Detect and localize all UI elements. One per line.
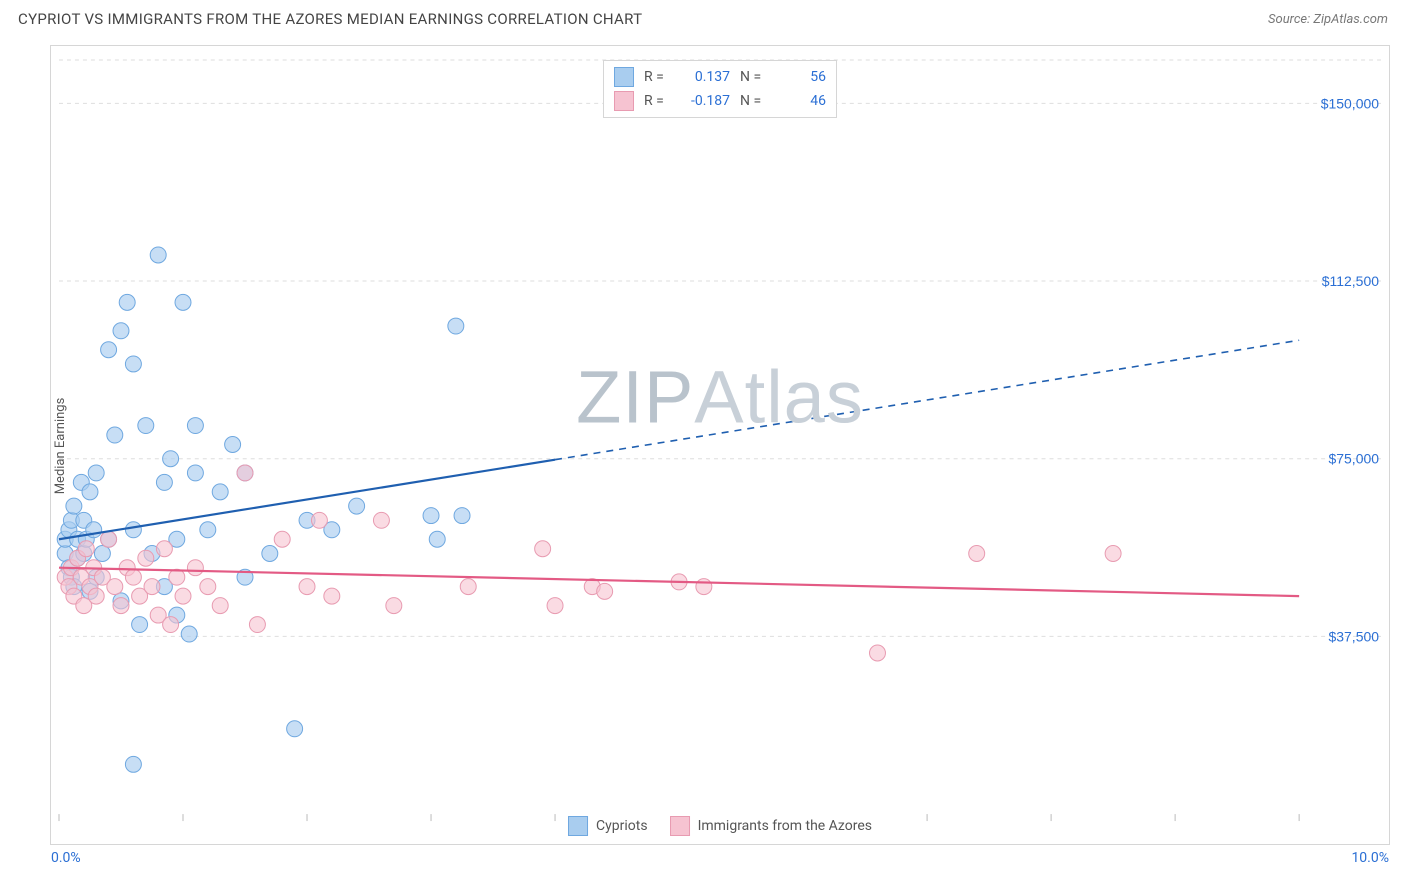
scatter-plot: $37,500 $75,000 $112,500 $150,000: [51, 46, 1389, 844]
stats-legend: R = 0.137 N = 56 R = -0.187 N = 46: [603, 60, 837, 118]
source-attribution: Source: ZipAtlas.com: [1268, 12, 1388, 27]
n-label: N =: [740, 69, 766, 85]
chart-container: $37,500$75,000$112,500$150,000 ZIPAtlas …: [50, 45, 1390, 845]
n-value-1: 56: [776, 69, 826, 85]
svg-text:$150,000: $150,000: [1321, 95, 1380, 111]
svg-text:$75,000: $75,000: [1328, 451, 1379, 467]
chart-title: CYPRIOT VS IMMIGRANTS FROM THE AZORES ME…: [18, 10, 642, 28]
series-legend: Cypriots Immigrants from the Azores: [562, 814, 878, 838]
swatch-series-1: [568, 816, 588, 836]
stats-row-series-2: R = -0.187 N = 46: [614, 89, 826, 113]
svg-text:$112,500: $112,500: [1322, 273, 1379, 289]
r-value-2: -0.187: [680, 93, 730, 109]
swatch-series-2: [670, 816, 690, 836]
r-value-1: 0.137: [680, 69, 730, 85]
legend-item-1: Cypriots: [568, 816, 648, 836]
x-axis-min-label: 0.0%: [51, 850, 81, 866]
r-label: R =: [644, 69, 670, 85]
swatch-series-2: [614, 91, 634, 111]
r-label: R =: [644, 93, 670, 109]
swatch-series-1: [614, 67, 634, 87]
stats-row-series-1: R = 0.137 N = 56: [614, 65, 826, 89]
series-1-name: Cypriots: [596, 818, 648, 834]
n-label: N =: [740, 93, 766, 109]
n-value-2: 46: [776, 93, 826, 109]
svg-text:$37,500: $37,500: [1328, 628, 1379, 644]
legend-item-2: Immigrants from the Azores: [670, 816, 872, 836]
x-axis-max-label: 10.0%: [1351, 850, 1389, 866]
series-2-name: Immigrants from the Azores: [698, 818, 872, 834]
